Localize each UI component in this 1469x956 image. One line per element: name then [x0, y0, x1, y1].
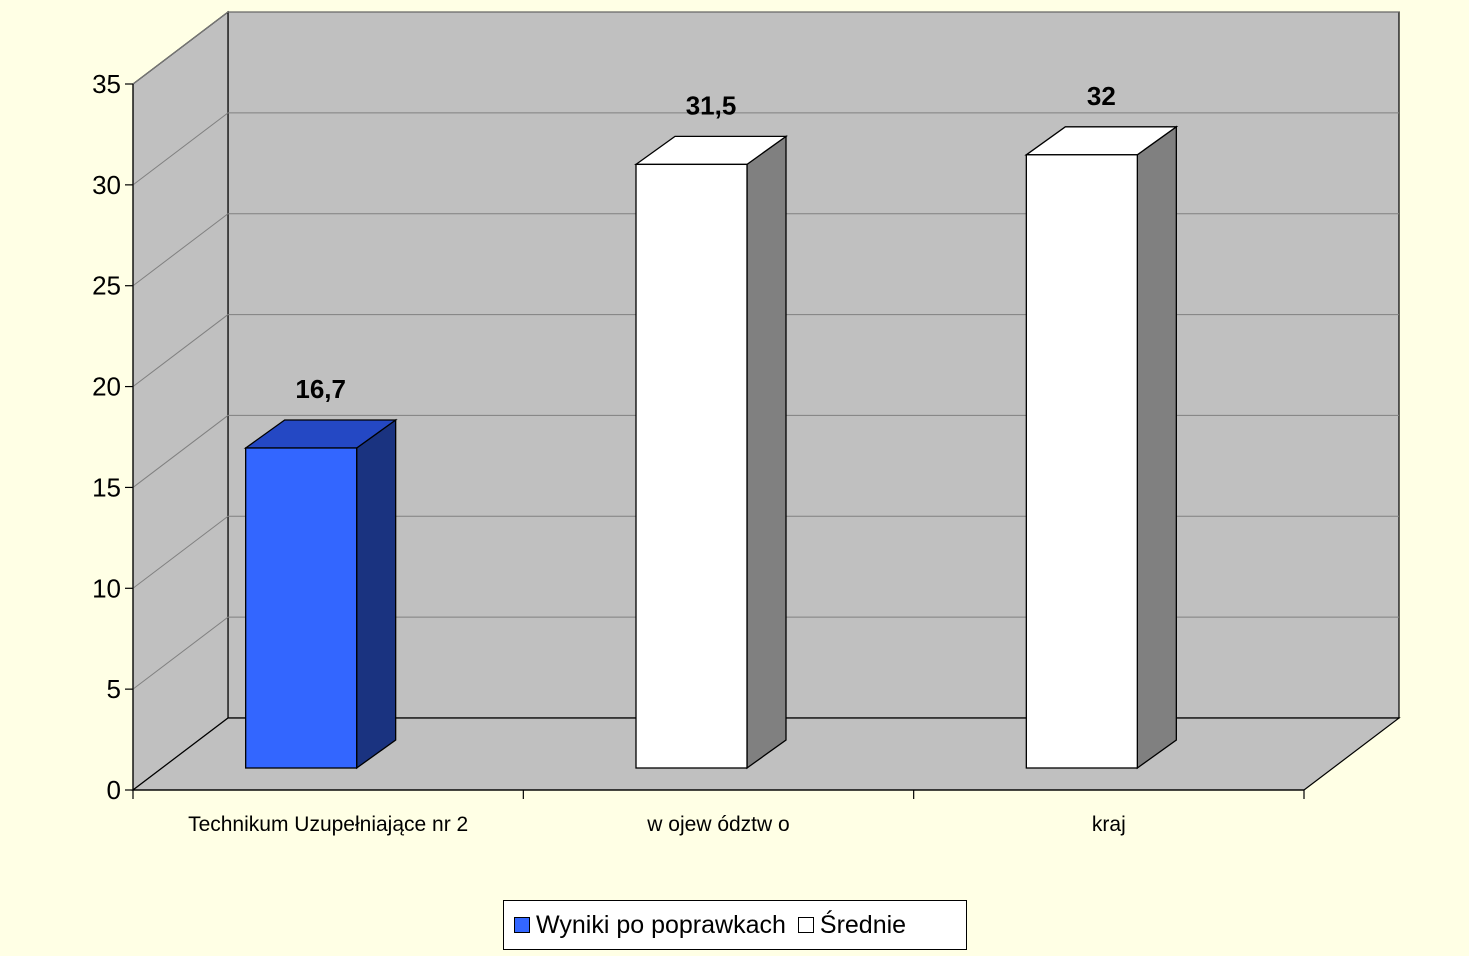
y-tick-label: 15 [92, 472, 121, 502]
data-label: 16,7 [295, 374, 346, 404]
legend: Wyniki po poprawkach Średnie [503, 900, 967, 950]
legend-item-series-1: Wyniki po poprawkach [514, 911, 786, 940]
labels: 0 5 10 15 20 25 30 35 Technikum Uzupełniające nr… [92, 69, 1126, 836]
gridline-side [132, 213, 229, 287]
y-tick-label: 0 [107, 775, 121, 805]
legend-label-series-1: Wyniki po poprawkach [536, 910, 786, 939]
y-tick-label: 30 [92, 170, 121, 200]
bar-side [746, 135, 787, 770]
gridline-side [132, 11, 229, 85]
axes [125, 83, 1305, 799]
y-tick-label: 20 [92, 372, 121, 402]
y-tick-label: 25 [92, 271, 121, 301]
gridline-side [132, 515, 229, 589]
side-wall [132, 10, 229, 792]
legend-swatch-series-2 [797, 917, 814, 933]
x-tick-label: Technikum Uzupełniające nr 2 [188, 813, 468, 836]
gridline-side [132, 415, 229, 488]
bar [1025, 154, 1138, 769]
bar [245, 447, 358, 769]
legend-label-series-2: Średnie [819, 910, 907, 939]
gridline-side [132, 112, 229, 186]
x-tick-label: w ojew ództw o [646, 813, 789, 836]
data-label: 31,5 [686, 90, 737, 120]
gridline-side [132, 314, 229, 387]
gridlines [132, 11, 1399, 690]
x-tick-label: kraj [1092, 813, 1126, 836]
gridline-side [132, 616, 229, 690]
legend-item-series-2: Średnie [797, 910, 907, 940]
back-wall [227, 11, 1400, 719]
bars [243, 125, 1179, 770]
data-label: 32 [1087, 81, 1116, 111]
bar-side [356, 418, 397, 770]
bar-side [1136, 125, 1177, 770]
legend-swatch-series-1 [514, 917, 530, 933]
y-tick-label: 5 [107, 674, 121, 704]
y-tick-label: 35 [92, 69, 121, 99]
y-tick-label: 10 [92, 573, 121, 603]
bar [635, 163, 748, 769]
